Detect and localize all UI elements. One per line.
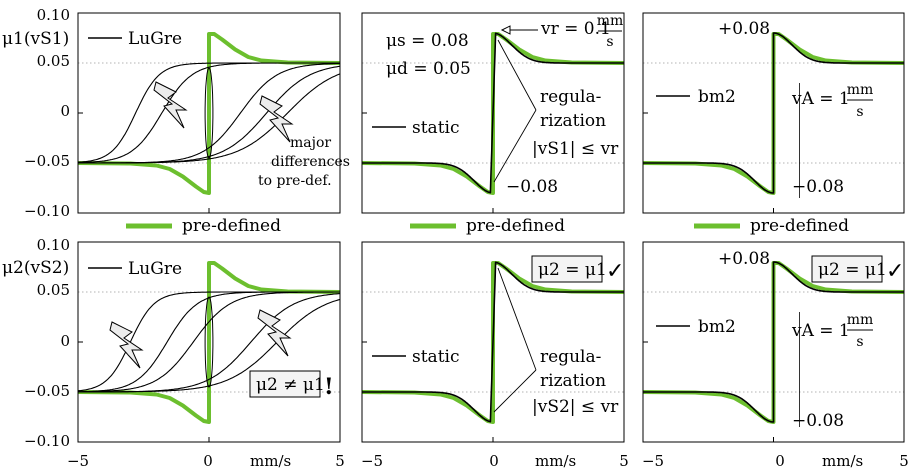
ytick-row2-0: 0.10 (37, 236, 70, 254)
xtick-col3-0: −5 (642, 452, 664, 470)
annotation-major-line3: to pre-def. (258, 173, 332, 189)
legend-label-lugre-2: LuGre (128, 259, 182, 279)
reg1-line2: rization (540, 111, 606, 131)
ytick-row1-4: −0.10 (24, 202, 70, 220)
legend-label-predefined-3: pre-defined (750, 216, 849, 236)
reg1-line1: regula- (540, 87, 601, 107)
vr-arrowhead (500, 25, 511, 35)
reg1-line3: |vS1| ≤ vr (532, 139, 619, 159)
xtick-col1-2: 5 (335, 452, 345, 470)
va-unit-num-2: mm (847, 312, 874, 328)
bm2-2-peak-neg: −0.08 (792, 411, 844, 431)
ytick-row2-4: −0.10 (24, 432, 70, 450)
match-box-1 (531, 255, 603, 283)
panel-frame-static2 (361, 241, 625, 443)
xtick-col3-2: 5 (899, 452, 909, 470)
va-unit-den-2: s (856, 334, 863, 350)
ytick-row1-3: −0.05 (24, 152, 70, 170)
bm2-1-peak-pos: +0.08 (718, 19, 770, 39)
xunit-col3: mm/s (822, 452, 863, 470)
static1-peak-label: −0.08 (506, 177, 558, 197)
lugre-curve (78, 298, 341, 393)
curve-layer (77, 32, 905, 427)
mu-s-label: μs = 0.08 (386, 31, 469, 51)
panel-frame-lugre2 (77, 241, 341, 443)
lugre-curve (78, 73, 341, 164)
legend-label-predefined-2: pre-defined (466, 216, 565, 236)
legend-label-bm2-2: bm2 (698, 317, 736, 337)
legend-label-predefined-1: pre-defined (182, 216, 281, 236)
match-text-2: μ2 = μ1 (818, 260, 887, 280)
xtick-col2-0: −5 (361, 452, 383, 470)
mu-d-label: μd = 0.05 (386, 59, 471, 79)
legend-label-static-1: static (412, 118, 459, 138)
ytick-row2-2: 0 (60, 332, 70, 350)
vr-unit-den: s (606, 34, 613, 50)
va-unit-den-1: s (856, 104, 863, 120)
annotation-major-line1: major (290, 135, 331, 151)
warning-mark: ! (324, 374, 334, 400)
xunit-col1: mm/s (250, 452, 291, 470)
annotation-major-line2: differences (271, 154, 350, 170)
mismatch-box (249, 370, 321, 398)
xtick-col2-2: 5 (619, 452, 629, 470)
vr-unit-num: mm (597, 13, 624, 29)
reg2-pointer (493, 267, 537, 413)
match-box-2 (811, 255, 883, 283)
ytick-row1-2: 0 (60, 102, 70, 120)
reg1-pointer (493, 39, 537, 183)
lugre-hysteresis-loop (204, 296, 214, 388)
ytick-row2-3: −0.05 (24, 382, 70, 400)
xtick-col1-1: 0 (203, 452, 213, 470)
bolt-icon (153, 81, 188, 129)
bm2-2-peak-pos: +0.08 (718, 249, 770, 269)
check-icon: ✓ (606, 259, 624, 284)
static-curve (361, 261, 625, 423)
static-curve (361, 32, 625, 194)
frame-layer (77, 12, 905, 443)
xunit-col2: mm/s (535, 452, 576, 470)
ytick-row2-1: 0.05 (37, 281, 70, 299)
ytick-row1-1: 0.05 (37, 52, 70, 70)
panel-frame-static1 (361, 12, 625, 214)
bm2-1-peak-neg: −0.08 (792, 177, 844, 197)
vr-label: vr = 0.1 (540, 19, 611, 39)
legend-label-bm2-1: bm2 (698, 87, 736, 107)
va-label-1: vA = 1 (791, 89, 850, 109)
panel-frame-lugre1 (77, 12, 341, 214)
reg2-line2: rization (540, 371, 606, 391)
bolt-icon (257, 309, 292, 357)
legend-label-static-2: static (412, 347, 459, 367)
va-label-2: vA = 1 (791, 321, 850, 341)
mismatch-text: μ2 ≠ μ1 (256, 375, 325, 395)
va-unit-num-1: mm (847, 82, 874, 98)
lugre-curve (78, 62, 340, 164)
panel-frame-bm21 (642, 12, 905, 214)
reg2-line3: |vS2| ≤ vr (532, 397, 619, 417)
ylabel-row1: μ1(vS1) (2, 29, 69, 49)
match-text-1: μ2 = μ1 (538, 260, 607, 280)
bolt-icon (109, 321, 144, 369)
xtick-col3-1: 0 (775, 452, 785, 470)
xtick-col1-0: −5 (67, 452, 89, 470)
bolt-icon (259, 95, 294, 143)
lugre-hysteresis-loop (204, 67, 214, 159)
bm2-curve (642, 32, 905, 194)
ylabel-row2: μ2(vS2) (2, 258, 69, 278)
legend-label-lugre-1: LuGre (128, 29, 182, 49)
check-icon: ✓ (886, 259, 904, 284)
lugre-curve (78, 291, 340, 393)
reg2-line1: regula- (540, 347, 601, 367)
predefined-curve (77, 261, 341, 424)
predefined-curve (77, 32, 341, 195)
bm2-curve (642, 261, 905, 423)
panel-frame-bm22 (642, 241, 905, 443)
xtick-col2-1: 0 (489, 452, 499, 470)
ytick-row1-0: 0.10 (37, 6, 70, 24)
